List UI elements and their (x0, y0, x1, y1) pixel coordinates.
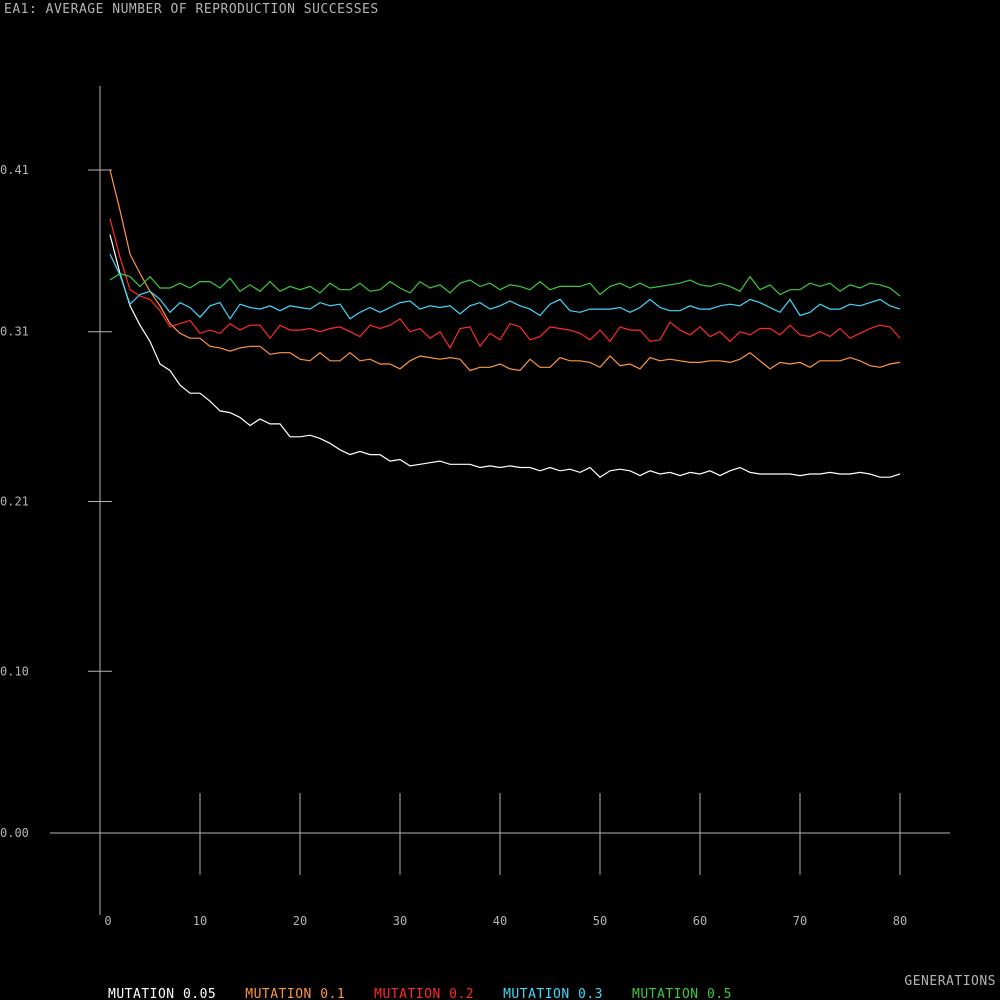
series-line-2 (109, 218, 901, 350)
x-tick-label: 40 (493, 914, 507, 928)
y-tick-label: 0.00 (0, 826, 29, 840)
x-tick-label: 50 (593, 914, 607, 928)
x-tick-label: 30 (393, 914, 407, 928)
series-line-4 (109, 272, 901, 297)
x-tick-label: 70 (793, 914, 807, 928)
y-tick-label: 0.31 (0, 325, 29, 339)
ticks-layer: 0.00 0.10 0.21 0.31 0.41 0 10 20 30 40 50 60 70 80 (0, 163, 907, 928)
series-layer (109, 169, 901, 478)
legend-entry-2: MUTATION 0.2 (374, 988, 475, 1000)
x-tick-label: 0 (104, 914, 111, 928)
series-line-3 (109, 253, 901, 320)
x-tick-label: 10 (193, 914, 207, 928)
legend-entry-3: MUTATION 0.3 (503, 988, 604, 1000)
chart-title: EA1: AVERAGE NUMBER OF REPRODUCTION SUCC… (4, 2, 379, 17)
legend-entry-0: MUTATION 0.05 (108, 988, 217, 1000)
legend-entry-1: MUTATION 0.1 (245, 988, 346, 1000)
x-tick-label: 60 (693, 914, 707, 928)
x-tick-label: 80 (893, 914, 907, 928)
x-tick-label: 20 (293, 914, 307, 928)
y-tick-label: 0.21 (0, 495, 29, 509)
series-line-1 (109, 169, 901, 372)
x-axis-title: GENERATIONS (904, 974, 996, 989)
y-tick-label: 0.41 (0, 163, 29, 177)
legend-entry-4: MUTATION 0.5 (632, 988, 732, 1000)
series-line-0 (109, 234, 901, 478)
y-tick-label: 0.10 (0, 664, 29, 678)
legend: MUTATION 0.05 MUTATION 0.1 MUTATION 0.2 … (108, 988, 732, 1000)
